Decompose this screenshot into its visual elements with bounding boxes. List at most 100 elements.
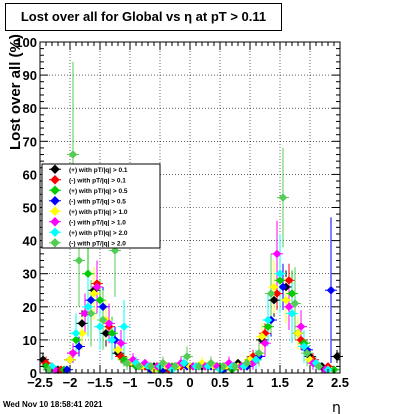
data-point — [170, 362, 180, 371]
data-point — [284, 275, 294, 285]
data-point — [116, 338, 126, 348]
legend-marker — [50, 227, 60, 237]
chart-title: Lost over all for Global vs η at pT > 0.… — [5, 3, 282, 31]
data-point — [206, 358, 216, 368]
y-tick-label: 70 — [23, 134, 37, 149]
data-point — [179, 358, 189, 368]
y-tick-label: 0 — [30, 366, 37, 381]
legend: (+) with pT/|q| > 0.1 (-) with pT/|q| > 0… — [41, 163, 161, 249]
x-tick-label: −0.5 — [147, 375, 173, 390]
data-point — [278, 282, 288, 292]
data-point — [254, 348, 264, 358]
data-point — [281, 295, 291, 305]
data-point — [263, 315, 273, 325]
y-tick-label: 90 — [23, 68, 37, 83]
y-tick-label: 40 — [23, 234, 37, 249]
data-point — [71, 335, 81, 345]
legend-marker — [50, 185, 60, 195]
legend-label: (+) with pT/|q| > 2.0 — [69, 230, 128, 237]
timestamp-footer: Wed Nov 10 18:58:41 2021 — [3, 400, 103, 409]
data-point — [77, 318, 87, 328]
legend-label: (+) with pT/|q| > 0.5 — [69, 188, 128, 195]
data-point — [110, 246, 120, 255]
data-point — [275, 275, 285, 285]
data-point — [98, 302, 108, 312]
data-point — [272, 289, 282, 298]
data-point — [269, 282, 279, 292]
data-point — [278, 193, 288, 202]
data-point — [119, 322, 129, 332]
data-point — [65, 355, 75, 365]
y-tick-label: 60 — [23, 167, 37, 182]
legend-marker — [50, 206, 60, 216]
data-point — [302, 348, 312, 358]
data-point — [194, 362, 204, 371]
data-point — [251, 355, 261, 365]
legend-marker — [50, 217, 60, 227]
legend-marker — [50, 196, 60, 206]
data-point — [83, 302, 93, 312]
data-point — [326, 285, 336, 295]
x-tick-label: 2 — [306, 375, 313, 390]
data-point — [92, 282, 102, 292]
data-point — [101, 328, 111, 338]
x-tick-label: 1 — [246, 375, 253, 390]
y-tick-label: 30 — [23, 267, 37, 282]
data-point — [68, 150, 78, 159]
data-point — [83, 269, 93, 279]
data-point — [71, 328, 81, 338]
legend-label: (-) with pT/|q| > 1.0 — [69, 219, 126, 226]
axis-tick-labels: −2.5 −2 −1.5 −1 −0.5 0 0.5 1 1.5 2 2.5 0 10 20 30 40 50 6… — [15, 35, 349, 390]
axis-ticks — [39, 41, 341, 374]
legend-marker — [50, 238, 60, 248]
data-point — [290, 299, 300, 308]
data-point — [263, 322, 273, 332]
data-point — [182, 352, 192, 361]
x-tick-label: 2.5 — [331, 375, 349, 390]
data-point — [257, 332, 267, 341]
data-point — [113, 345, 123, 355]
data-point — [158, 358, 168, 368]
data-point — [260, 338, 270, 348]
data-point — [80, 309, 90, 318]
data-point — [44, 365, 54, 375]
data-point — [293, 328, 303, 338]
x-tick-label: 0.5 — [211, 375, 229, 390]
data-point — [107, 335, 117, 345]
data-point — [230, 362, 240, 371]
data-point — [296, 322, 306, 332]
legend-box — [41, 163, 161, 249]
legend-marker — [50, 175, 60, 185]
x-tick-label: 0 — [186, 375, 193, 390]
x-tick-label: 1.5 — [271, 375, 289, 390]
data-point — [74, 342, 84, 351]
data-point — [287, 289, 297, 298]
data-point — [266, 289, 276, 298]
data-point — [122, 358, 132, 368]
data-point — [98, 315, 108, 325]
y-tick-label: 100 — [15, 35, 37, 50]
data-point — [89, 289, 99, 298]
data-point — [134, 362, 144, 371]
data-point — [299, 342, 309, 351]
legend-label: (+) with pT/|q| > 0.1 — [69, 167, 128, 174]
y-tick-label: 10 — [23, 333, 37, 348]
y-tick-label: 80 — [23, 101, 37, 116]
data-point — [86, 309, 96, 318]
legend-label: (-) with pT/|q| > 2.0 — [69, 240, 126, 247]
y-tick-label: 20 — [23, 300, 37, 315]
y-tick-label: 50 — [23, 201, 37, 216]
data-point — [95, 322, 105, 332]
x-tick-label: −1.5 — [87, 375, 113, 390]
data-point — [74, 256, 84, 265]
data-point — [275, 269, 285, 279]
legend-label: (-) with pT/|q| > 0.5 — [69, 198, 126, 205]
data-point — [68, 348, 78, 358]
data-point — [77, 328, 87, 338]
x-axis-label: η — [332, 400, 341, 414]
data-point — [272, 249, 282, 259]
x-tick-label: −1 — [123, 375, 138, 390]
x-tick-label: −2.5 — [27, 375, 53, 390]
data-point — [86, 295, 96, 305]
data-point — [104, 318, 114, 328]
